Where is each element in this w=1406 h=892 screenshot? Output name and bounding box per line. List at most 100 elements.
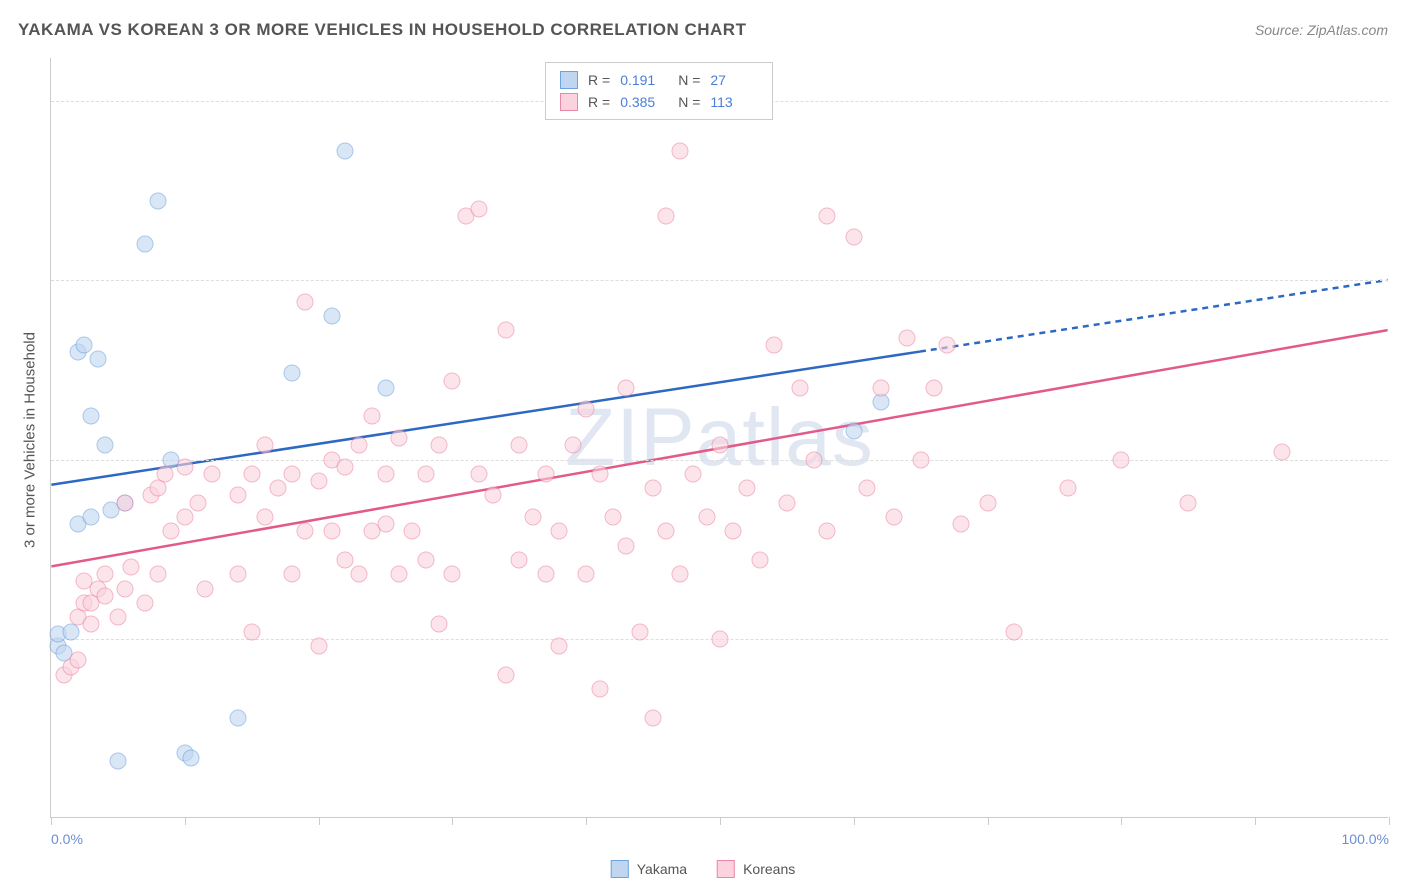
scatter-point-koreans bbox=[658, 523, 675, 540]
scatter-point-koreans bbox=[1113, 451, 1130, 468]
chart-container: YAKAMA VS KOREAN 3 OR MORE VEHICLES IN H… bbox=[0, 0, 1406, 892]
scatter-point-yakama bbox=[109, 752, 126, 769]
legend-n-label: N = bbox=[678, 94, 700, 110]
scatter-point-yakama bbox=[89, 351, 106, 368]
scatter-point-koreans bbox=[176, 508, 193, 525]
scatter-point-koreans bbox=[712, 630, 729, 647]
legend-r-value: 0.191 bbox=[620, 72, 668, 88]
legend-label: Yakama bbox=[637, 861, 687, 877]
scatter-point-koreans bbox=[471, 465, 488, 482]
bottom-legend: Yakama Koreans bbox=[611, 860, 795, 878]
scatter-point-koreans bbox=[819, 207, 836, 224]
scatter-point-koreans bbox=[176, 458, 193, 475]
scatter-point-yakama bbox=[377, 379, 394, 396]
scatter-point-koreans bbox=[511, 437, 528, 454]
scatter-point-koreans bbox=[163, 523, 180, 540]
scatter-point-koreans bbox=[819, 523, 836, 540]
x-tick bbox=[51, 817, 52, 825]
scatter-point-koreans bbox=[939, 336, 956, 353]
scatter-point-koreans bbox=[116, 494, 133, 511]
scatter-point-koreans bbox=[524, 508, 541, 525]
x-tick bbox=[720, 817, 721, 825]
scatter-point-koreans bbox=[538, 465, 555, 482]
scatter-point-koreans bbox=[1059, 480, 1076, 497]
scatter-point-koreans bbox=[926, 379, 943, 396]
x-tick bbox=[1389, 817, 1390, 825]
scatter-point-koreans bbox=[497, 666, 514, 683]
legend-r-label: R = bbox=[588, 94, 610, 110]
scatter-point-koreans bbox=[297, 293, 314, 310]
scatter-point-koreans bbox=[364, 408, 381, 425]
y-tick-label: 47.5% bbox=[1393, 272, 1406, 288]
scatter-point-koreans bbox=[350, 437, 367, 454]
legend-label: Koreans bbox=[743, 861, 795, 877]
legend-r-value: 0.385 bbox=[620, 94, 668, 110]
stat-legend-row: R = 0.385 N = 113 bbox=[560, 91, 758, 113]
legend-n-value: 113 bbox=[710, 94, 758, 110]
legend-n-value: 27 bbox=[710, 72, 758, 88]
scatter-point-koreans bbox=[765, 336, 782, 353]
scatter-point-yakama bbox=[337, 143, 354, 160]
scatter-point-koreans bbox=[83, 616, 100, 633]
scatter-point-yakama bbox=[230, 709, 247, 726]
scatter-point-koreans bbox=[337, 458, 354, 475]
scatter-point-koreans bbox=[69, 652, 86, 669]
scatter-point-koreans bbox=[899, 329, 916, 346]
legend-swatch bbox=[560, 71, 578, 89]
scatter-point-koreans bbox=[645, 709, 662, 726]
scatter-point-koreans bbox=[390, 566, 407, 583]
x-tick bbox=[854, 817, 855, 825]
scatter-point-yakama bbox=[150, 193, 167, 210]
scatter-point-koreans bbox=[257, 437, 274, 454]
scatter-point-koreans bbox=[725, 523, 742, 540]
x-tick bbox=[452, 817, 453, 825]
bottom-legend-item: Koreans bbox=[717, 860, 795, 878]
scatter-point-koreans bbox=[484, 487, 501, 504]
scatter-point-koreans bbox=[1006, 623, 1023, 640]
scatter-point-koreans bbox=[431, 616, 448, 633]
scatter-point-koreans bbox=[885, 508, 902, 525]
scatter-point-yakama bbox=[845, 422, 862, 439]
scatter-point-koreans bbox=[377, 465, 394, 482]
scatter-point-yakama bbox=[96, 437, 113, 454]
scatter-point-yakama bbox=[283, 365, 300, 382]
scatter-point-koreans bbox=[310, 473, 327, 490]
scatter-point-koreans bbox=[283, 566, 300, 583]
scatter-point-yakama bbox=[323, 308, 340, 325]
legend-swatch bbox=[611, 860, 629, 878]
scatter-point-koreans bbox=[538, 566, 555, 583]
scatter-point-yakama bbox=[183, 749, 200, 766]
scatter-point-koreans bbox=[109, 609, 126, 626]
scatter-point-koreans bbox=[417, 465, 434, 482]
scatter-point-yakama bbox=[83, 508, 100, 525]
scatter-point-koreans bbox=[310, 637, 327, 654]
plot-area: ZIPatlas 22.5%35.0%47.5%60.0%0.0%100.0% bbox=[50, 58, 1388, 818]
scatter-point-koreans bbox=[203, 465, 220, 482]
scatter-point-koreans bbox=[350, 566, 367, 583]
legend-r-label: R = bbox=[588, 72, 610, 88]
y-tick-label: 22.5% bbox=[1393, 631, 1406, 647]
scatter-point-koreans bbox=[270, 480, 287, 497]
scatter-point-koreans bbox=[859, 480, 876, 497]
scatter-point-koreans bbox=[96, 587, 113, 604]
scatter-point-koreans bbox=[243, 465, 260, 482]
x-tick bbox=[988, 817, 989, 825]
scatter-point-koreans bbox=[685, 465, 702, 482]
x-tick-label: 0.0% bbox=[51, 831, 83, 847]
x-tick bbox=[1121, 817, 1122, 825]
scatter-point-koreans bbox=[979, 494, 996, 511]
scatter-point-koreans bbox=[123, 559, 140, 576]
scatter-point-koreans bbox=[845, 229, 862, 246]
scatter-point-koreans bbox=[578, 401, 595, 418]
scatter-point-koreans bbox=[738, 480, 755, 497]
scatter-point-koreans bbox=[511, 551, 528, 568]
scatter-point-koreans bbox=[698, 508, 715, 525]
y-tick-label: 35.0% bbox=[1393, 452, 1406, 468]
scatter-point-koreans bbox=[658, 207, 675, 224]
scatter-point-koreans bbox=[136, 594, 153, 611]
scatter-point-koreans bbox=[150, 566, 167, 583]
scatter-point-koreans bbox=[872, 379, 889, 396]
scatter-point-koreans bbox=[618, 537, 635, 554]
scatter-point-koreans bbox=[471, 200, 488, 217]
scatter-point-yakama bbox=[83, 408, 100, 425]
